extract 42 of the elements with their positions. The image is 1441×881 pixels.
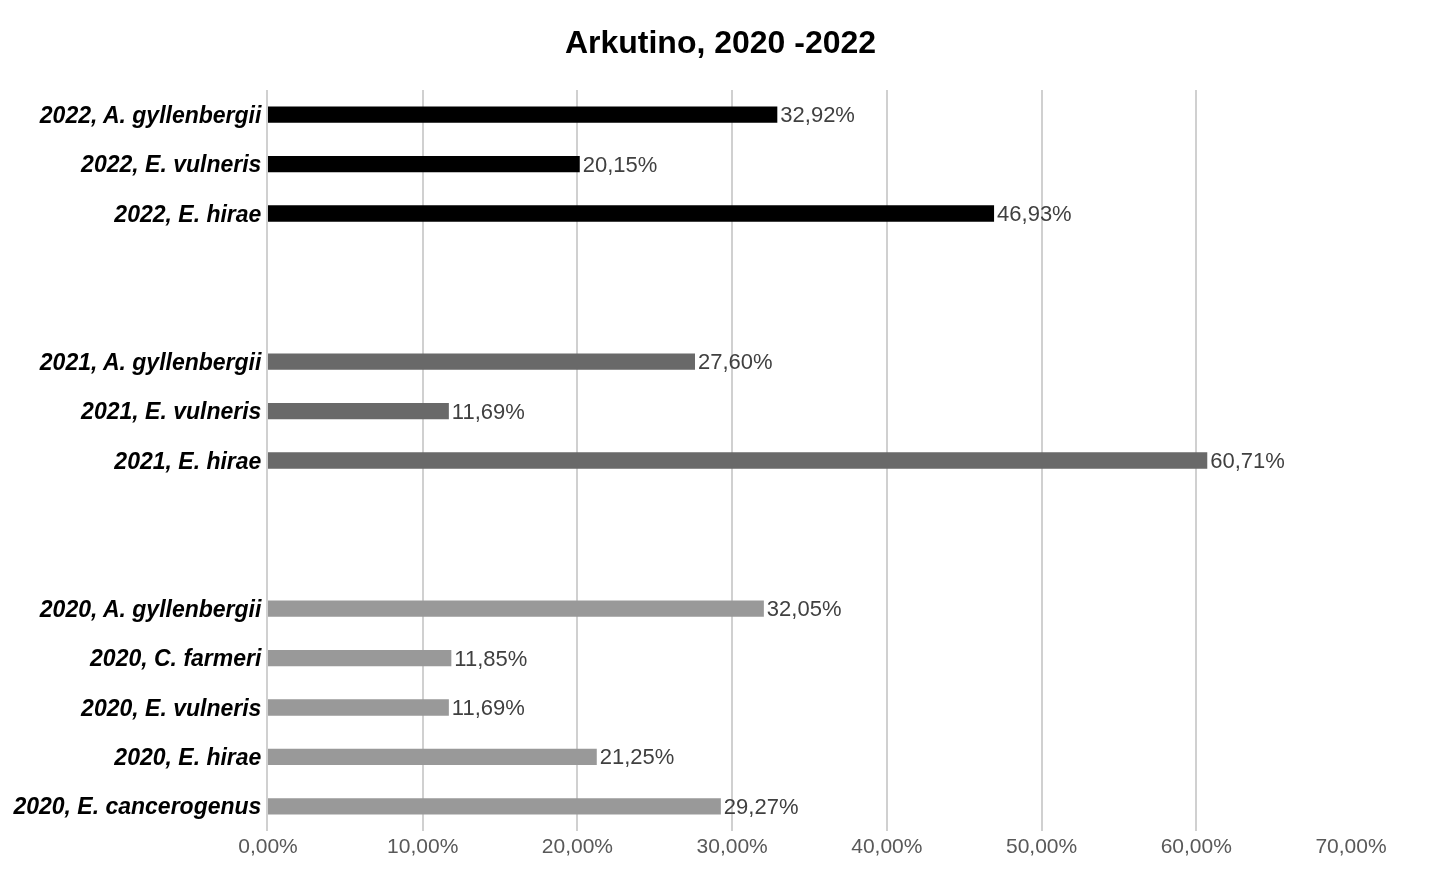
bar: [268, 402, 449, 420]
x-tick-label: 50,00%: [1005, 834, 1078, 857]
y-tick-label: 2021, A. gyllenbergii: [38, 348, 262, 375]
bar: [268, 106, 778, 123]
bar: [268, 699, 449, 716]
bar: [268, 600, 764, 617]
x-tick-label: 20,00%: [541, 834, 614, 857]
x-tick-label: 60,00%: [1160, 834, 1232, 857]
x-tick-label: 70,00%: [1315, 834, 1387, 857]
data-label: 60,71%: [1210, 448, 1285, 473]
y-tick-label: 2020, E. vulneris: [80, 694, 262, 721]
data-label: 21,25%: [599, 744, 675, 770]
y-tick-label: 2022, E. hirae: [113, 200, 262, 227]
y-tick-label: 2022, A. gyllenbergii: [38, 101, 262, 128]
bar: [268, 649, 452, 667]
x-tick-label: 10,00%: [387, 834, 459, 857]
y-tick-label: 2020, E. hirae: [113, 743, 262, 770]
data-label: 11,69%: [451, 398, 525, 424]
data-label: 27,60%: [698, 349, 773, 375]
data-label: 11,85%: [454, 645, 528, 671]
bar: [268, 748, 597, 766]
y-tick-label: 2021, E. vulneris: [80, 398, 262, 425]
bar: [268, 155, 580, 173]
x-tick-label: 0,00%: [238, 834, 298, 857]
x-tick-label: 30,00%: [696, 834, 768, 857]
y-tick-label: 2020, A. gyllenbergii: [38, 595, 262, 622]
y-tick-label: 2021, E. hirae: [113, 447, 262, 474]
data-label: 32,05%: [766, 596, 842, 622]
data-label: 29,27%: [723, 793, 799, 819]
y-tick-label: 2020, E. cancerogenus: [12, 793, 262, 820]
data-label: 11,69%: [451, 695, 525, 720]
y-tick-label: 2020, C. farmeri: [89, 645, 262, 672]
data-label: 46,93%: [997, 201, 1072, 226]
data-label: 32,92%: [780, 102, 855, 128]
bar: [268, 798, 721, 815]
chart-title: Arkutino, 2020 -2022: [564, 24, 877, 61]
x-tick-label: 40,00%: [851, 834, 923, 857]
bar: [268, 205, 995, 222]
bar: [268, 353, 696, 370]
data-label: 20,15%: [582, 151, 658, 177]
bar: [268, 452, 1208, 469]
y-tick-label: 2022, E. vulneris: [80, 151, 262, 178]
